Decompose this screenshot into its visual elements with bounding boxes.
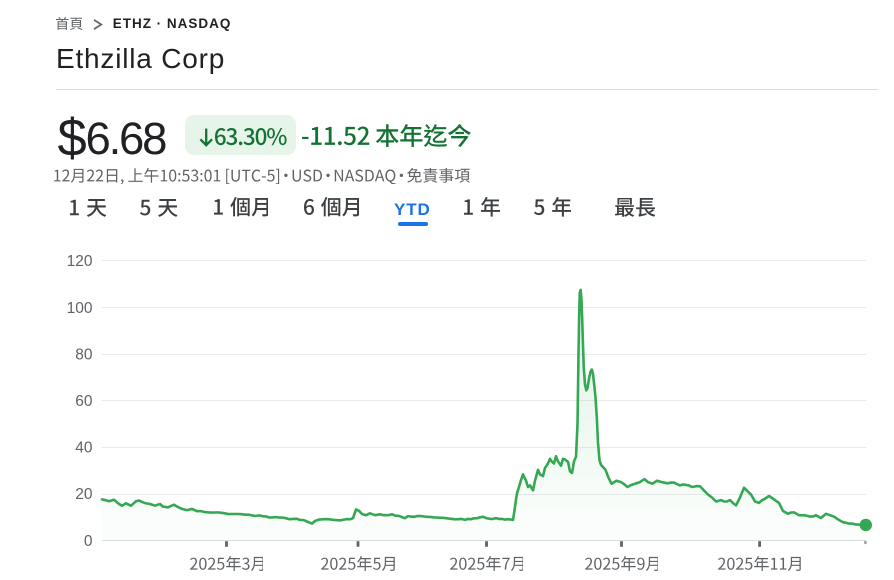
svg-text:20: 20: [75, 486, 93, 503]
svg-text:60: 60: [75, 393, 93, 410]
svg-text:100: 100: [67, 300, 93, 317]
svg-text:80: 80: [75, 346, 93, 363]
svg-text:0: 0: [84, 533, 93, 550]
svg-text:40: 40: [75, 440, 93, 457]
svg-text:120: 120: [67, 253, 93, 270]
